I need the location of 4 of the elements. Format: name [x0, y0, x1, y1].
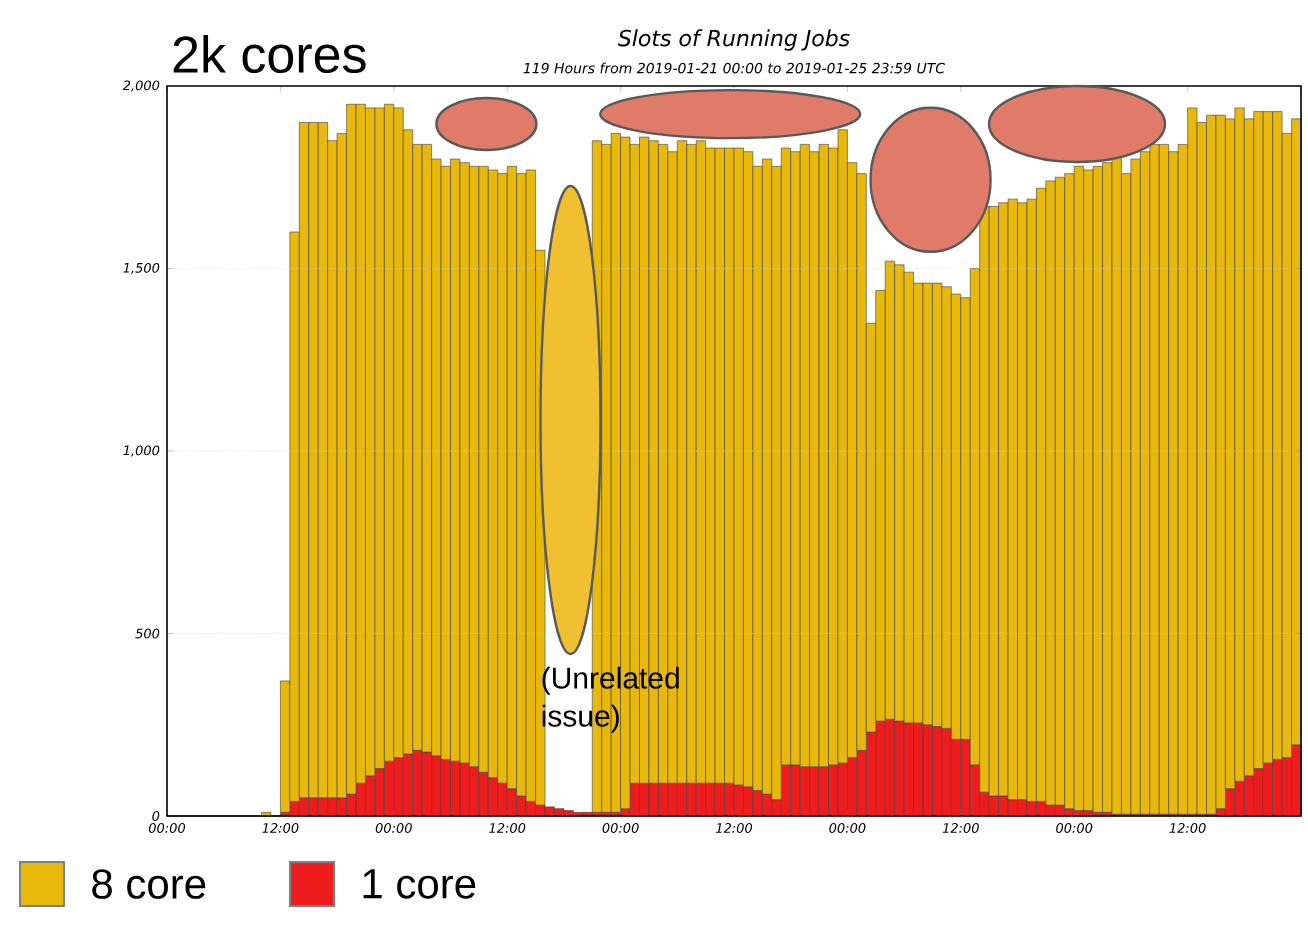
series-label: 8 core	[92, 869, 206, 899]
legend-label: 1 core	[363, 869, 476, 899]
chart-title: Slots of Running Jobs	[617, 29, 850, 51]
text: 2k cores	[173, 34, 366, 74]
